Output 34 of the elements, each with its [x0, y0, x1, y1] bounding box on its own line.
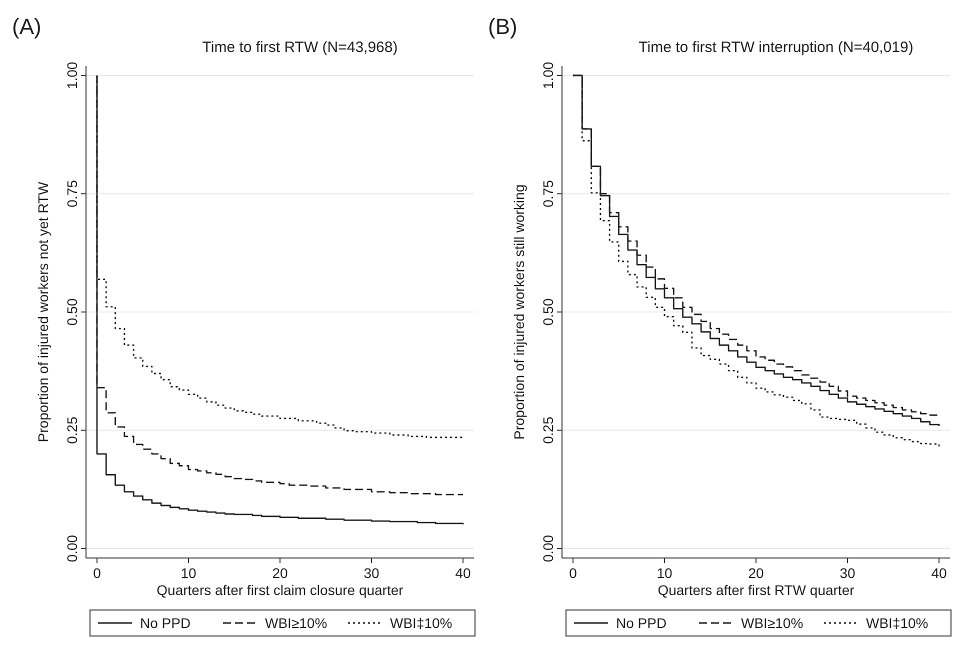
y-axis-title: Proportion of injured workers still working [511, 184, 527, 440]
y-tick-label: 0.00 [64, 534, 80, 562]
x-tick-label: 20 [272, 565, 288, 581]
text: (A) [12, 14, 42, 39]
y-tick-label: 0.50 [540, 298, 556, 326]
x-axis-title: Quarters after first RTW quarter [658, 582, 855, 598]
y-tick-label: 0.75 [64, 180, 80, 208]
legend-label: No PPD [616, 615, 667, 631]
y-tick-label: 1.00 [64, 62, 80, 90]
x-axis-title: Quarters after first claim closure quarter [156, 582, 404, 598]
chart-title: Time to first RTW (N=43,968) [202, 39, 398, 56]
y-tick-label: 0.25 [64, 416, 80, 444]
x-tick-label: 0 [93, 565, 102, 581]
y-tick-label: 0.50 [64, 298, 80, 326]
legend-label: No PPD [140, 615, 191, 631]
legend-label: WBI≥10% [265, 615, 328, 631]
legend-label: WBI‡10% [866, 615, 928, 631]
x-tick-label: 40 [931, 565, 948, 581]
legend-label: WBI≥10% [741, 615, 804, 631]
x-tick-label: 40 [455, 565, 472, 581]
x-tick-label: 30 [364, 565, 380, 581]
text: (B) [488, 14, 518, 39]
x-tick-label: 30 [840, 565, 856, 581]
x-tick-label: 0 [569, 565, 578, 581]
y-tick-label: 0.00 [540, 534, 556, 562]
chart-title: Time to first RTW interruption (N=40,019) [638, 39, 914, 56]
y-axis-title: Proportion of injured workers not yet RTW [35, 181, 51, 442]
x-tick-label: 10 [180, 565, 196, 581]
legend-label: WBI‡10% [390, 615, 452, 631]
y-tick-label: 1.00 [540, 62, 556, 90]
x-tick-label: 10 [656, 565, 672, 581]
x-tick-label: 20 [748, 565, 764, 581]
y-tick-label: 0.75 [540, 180, 556, 208]
y-tick-label: 0.25 [540, 416, 556, 444]
